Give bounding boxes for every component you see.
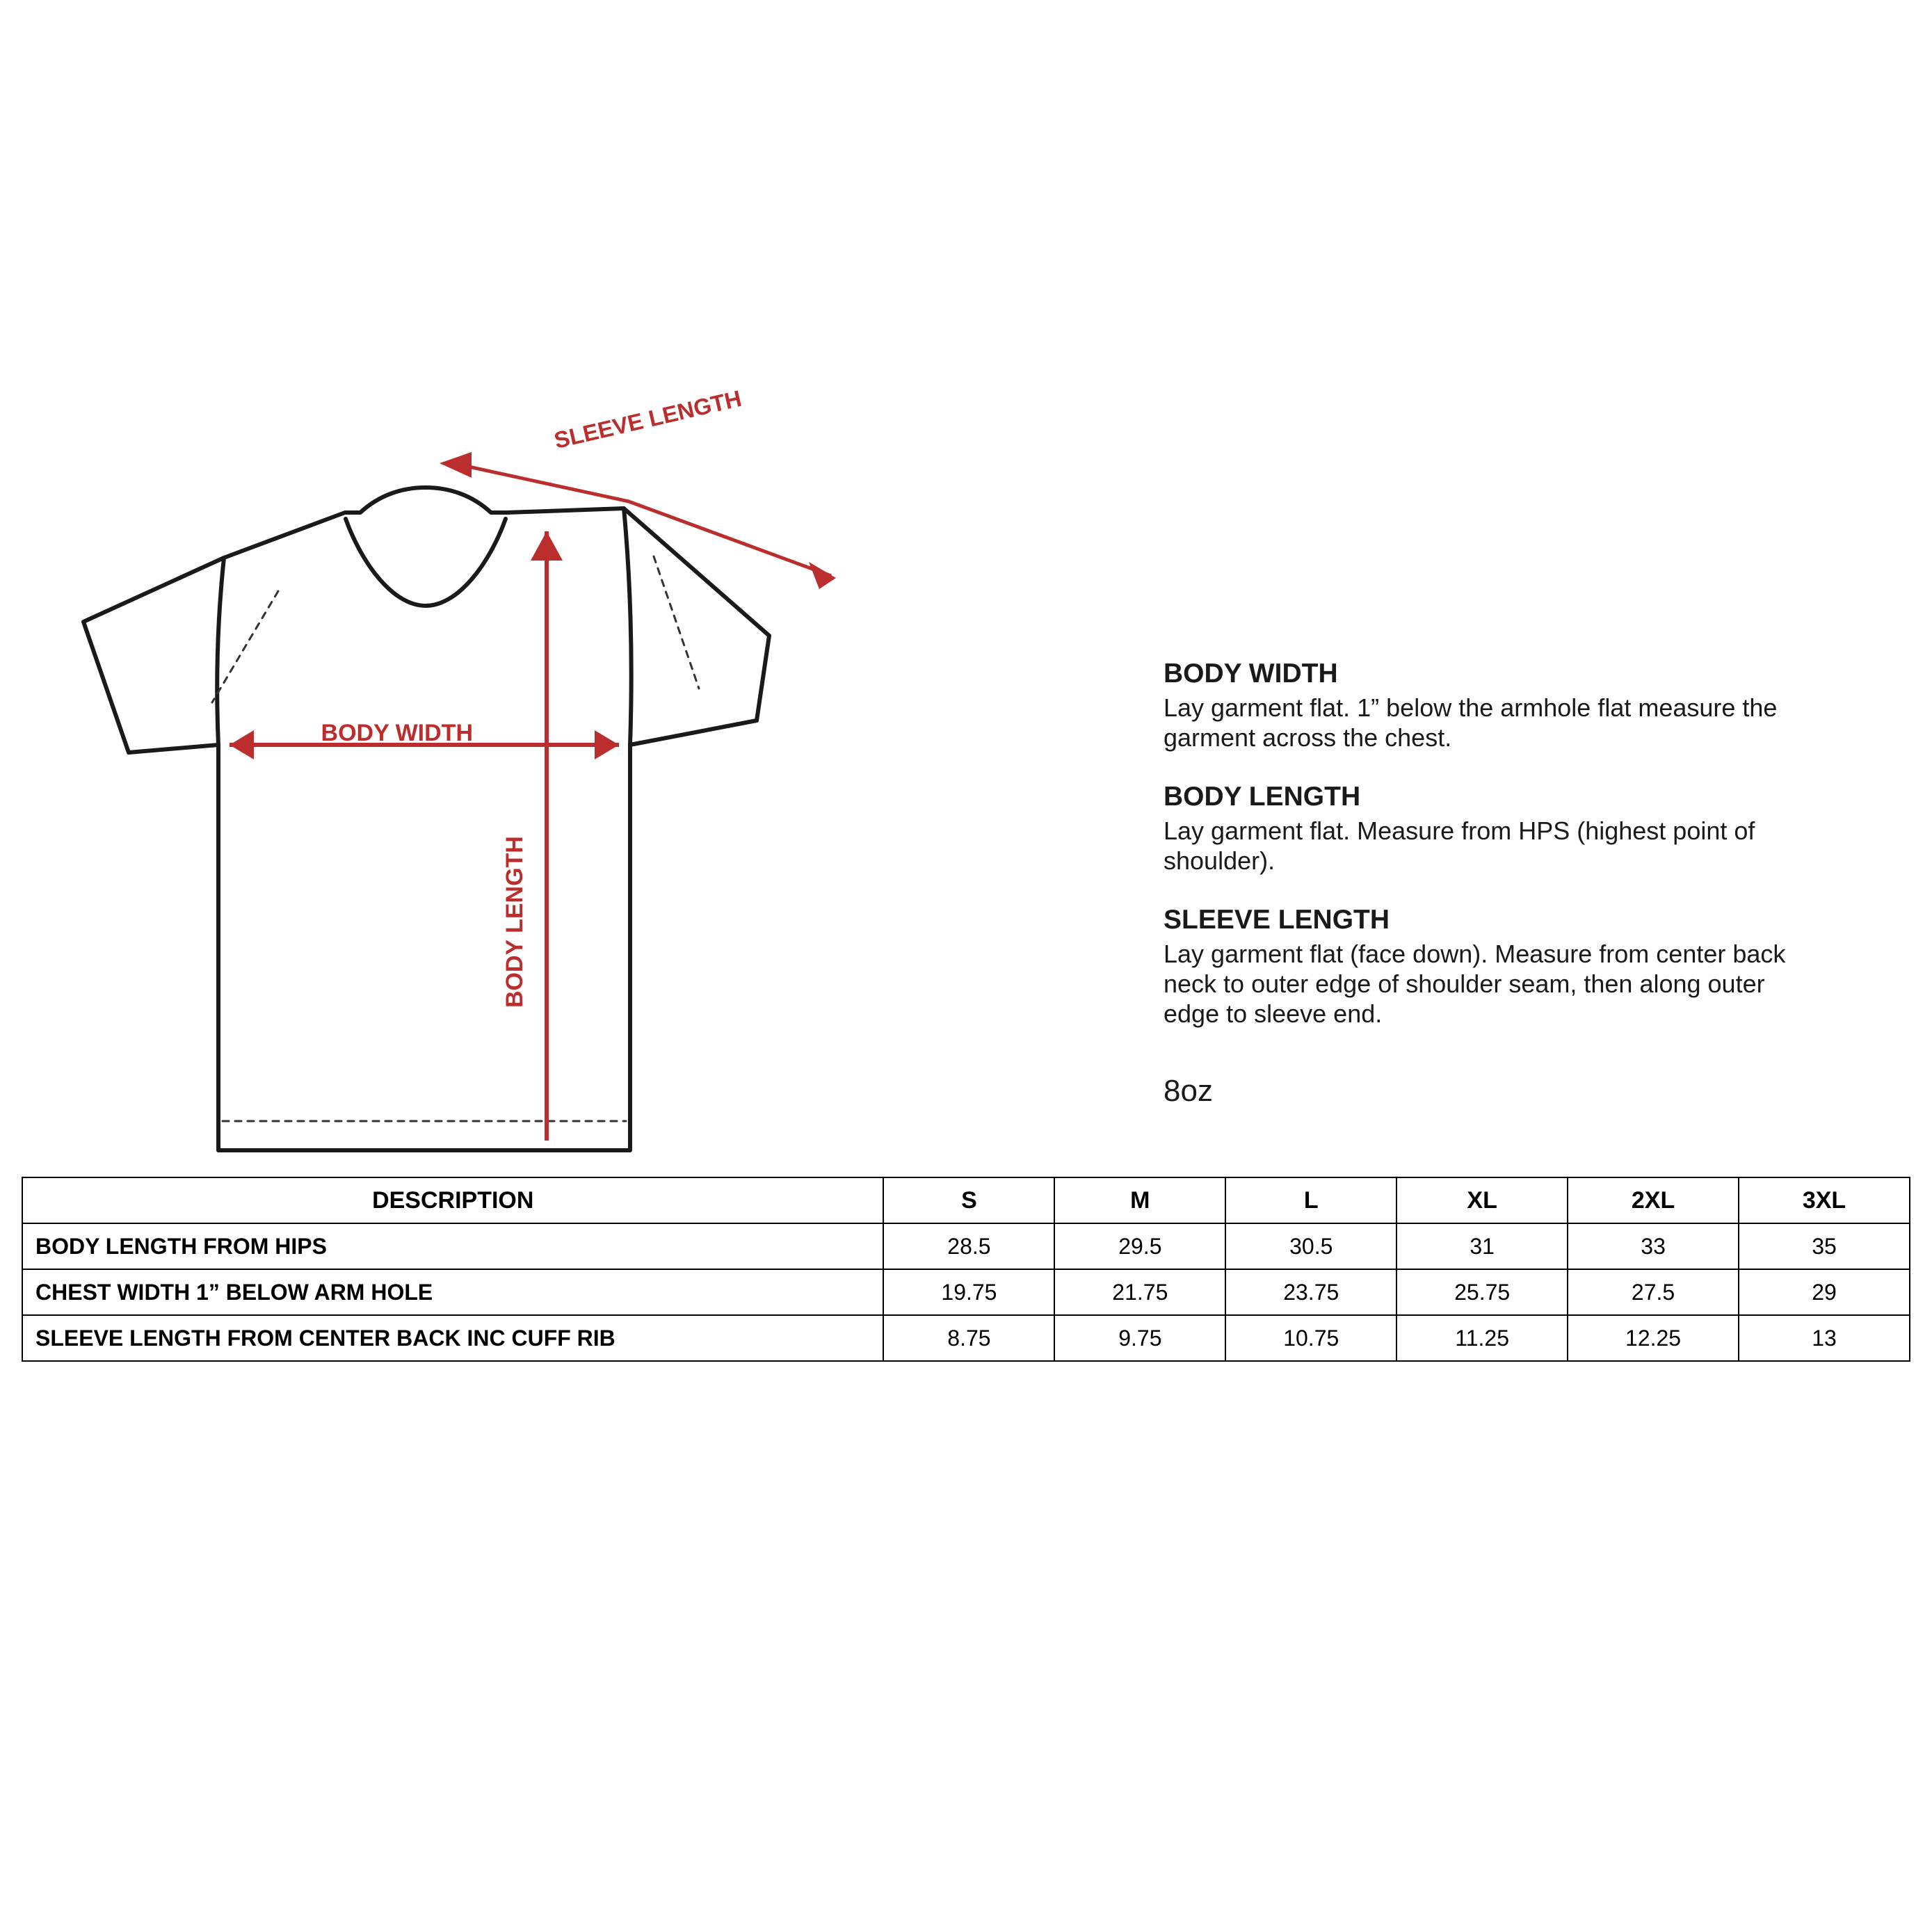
svg-text:garment across the chest.: garment across the chest. (1164, 723, 1451, 752)
svg-text:neck to outer edge of shoulder: neck to outer edge of shoulder seam, the… (1164, 969, 1765, 998)
svg-text:edge to sleeve end.: edge to sleeve end. (1164, 999, 1382, 1028)
svg-text:BODY WIDTH: BODY WIDTH (1164, 659, 1338, 689)
svg-text:BODY WIDTH: BODY WIDTH (321, 720, 473, 746)
svg-text:SLEEVE LENGTH: SLEEVE LENGTH (552, 385, 743, 453)
svg-text:BODY LENGTH: BODY LENGTH (501, 836, 528, 1008)
svg-text:SLEEVE LENGTH: SLEEVE LENGTH (1164, 905, 1390, 935)
svg-text:shoulder).: shoulder). (1164, 846, 1275, 875)
svg-text:BODY LENGTH: BODY LENGTH (1164, 782, 1360, 812)
svg-text:8oz: 8oz (1164, 1074, 1213, 1108)
svg-text:Lay garment flat. 1” below the: Lay garment flat. 1” below the armhole f… (1164, 693, 1777, 722)
svg-text:Lay garment flat. Measure from: Lay garment flat. Measure from HPS (high… (1164, 816, 1755, 845)
svg-text:Lay garment flat (face down).: Lay garment flat (face down). Measure fr… (1164, 940, 1786, 968)
